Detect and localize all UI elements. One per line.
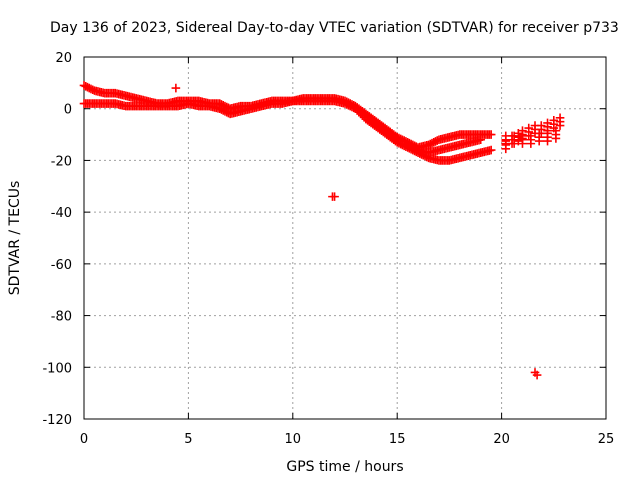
data-point <box>486 145 496 155</box>
data-point <box>524 123 534 133</box>
x-tick-label: 25 <box>598 432 615 447</box>
y-tick-labels: -120 -100 -80 -60 -40 -20 0 20 <box>42 51 72 428</box>
x-tick-labels: 0 5 10 15 20 25 <box>80 432 614 447</box>
x-tick-label: 10 <box>285 432 302 447</box>
data-point <box>534 128 544 138</box>
data-point <box>518 139 527 148</box>
y-tick-label: -40 <box>51 206 72 221</box>
x-axis-label: GPS time / hours <box>286 459 403 475</box>
data-point <box>486 130 496 139</box>
data-point <box>555 121 565 130</box>
x-tick-label: 20 <box>493 432 510 447</box>
y-axis-label: SDTVAR / TECUs <box>7 181 23 296</box>
y-tick-label: -80 <box>51 310 72 325</box>
data-point <box>476 135 486 145</box>
data-points <box>79 81 565 380</box>
y-tick-label: 20 <box>55 51 72 66</box>
data-point <box>534 136 544 146</box>
data-point <box>518 131 527 141</box>
data-point <box>171 83 181 93</box>
data-point <box>543 118 552 128</box>
data-point <box>536 121 546 130</box>
plot-frame <box>83 56 607 420</box>
axis-ticks <box>83 56 607 420</box>
x-tick-label: 15 <box>389 432 406 447</box>
y-tick-label: -60 <box>51 258 72 273</box>
data-point <box>543 136 552 146</box>
data-point <box>526 131 536 141</box>
data-point <box>501 131 511 141</box>
data-point <box>509 131 519 141</box>
y-tick-label: -20 <box>51 154 72 169</box>
data-point <box>555 113 565 123</box>
data-point <box>526 139 536 148</box>
data-point <box>551 126 561 135</box>
data-point <box>543 128 552 138</box>
y-tick-label: -100 <box>42 361 72 376</box>
data-point <box>532 370 542 380</box>
y-tick-label: 0 <box>64 103 72 118</box>
data-point <box>551 134 561 143</box>
chart-title: Day 136 of 2023, Sidereal Day-to-day VTE… <box>50 20 619 36</box>
data-point <box>501 139 511 148</box>
x-tick-label: 0 <box>80 432 88 447</box>
y-tick-label: -120 <box>42 413 72 428</box>
data-point <box>330 192 339 201</box>
grid-layer <box>84 57 606 419</box>
data-point <box>549 116 559 125</box>
x-tick-label: 5 <box>184 432 192 447</box>
data-point <box>509 139 519 148</box>
